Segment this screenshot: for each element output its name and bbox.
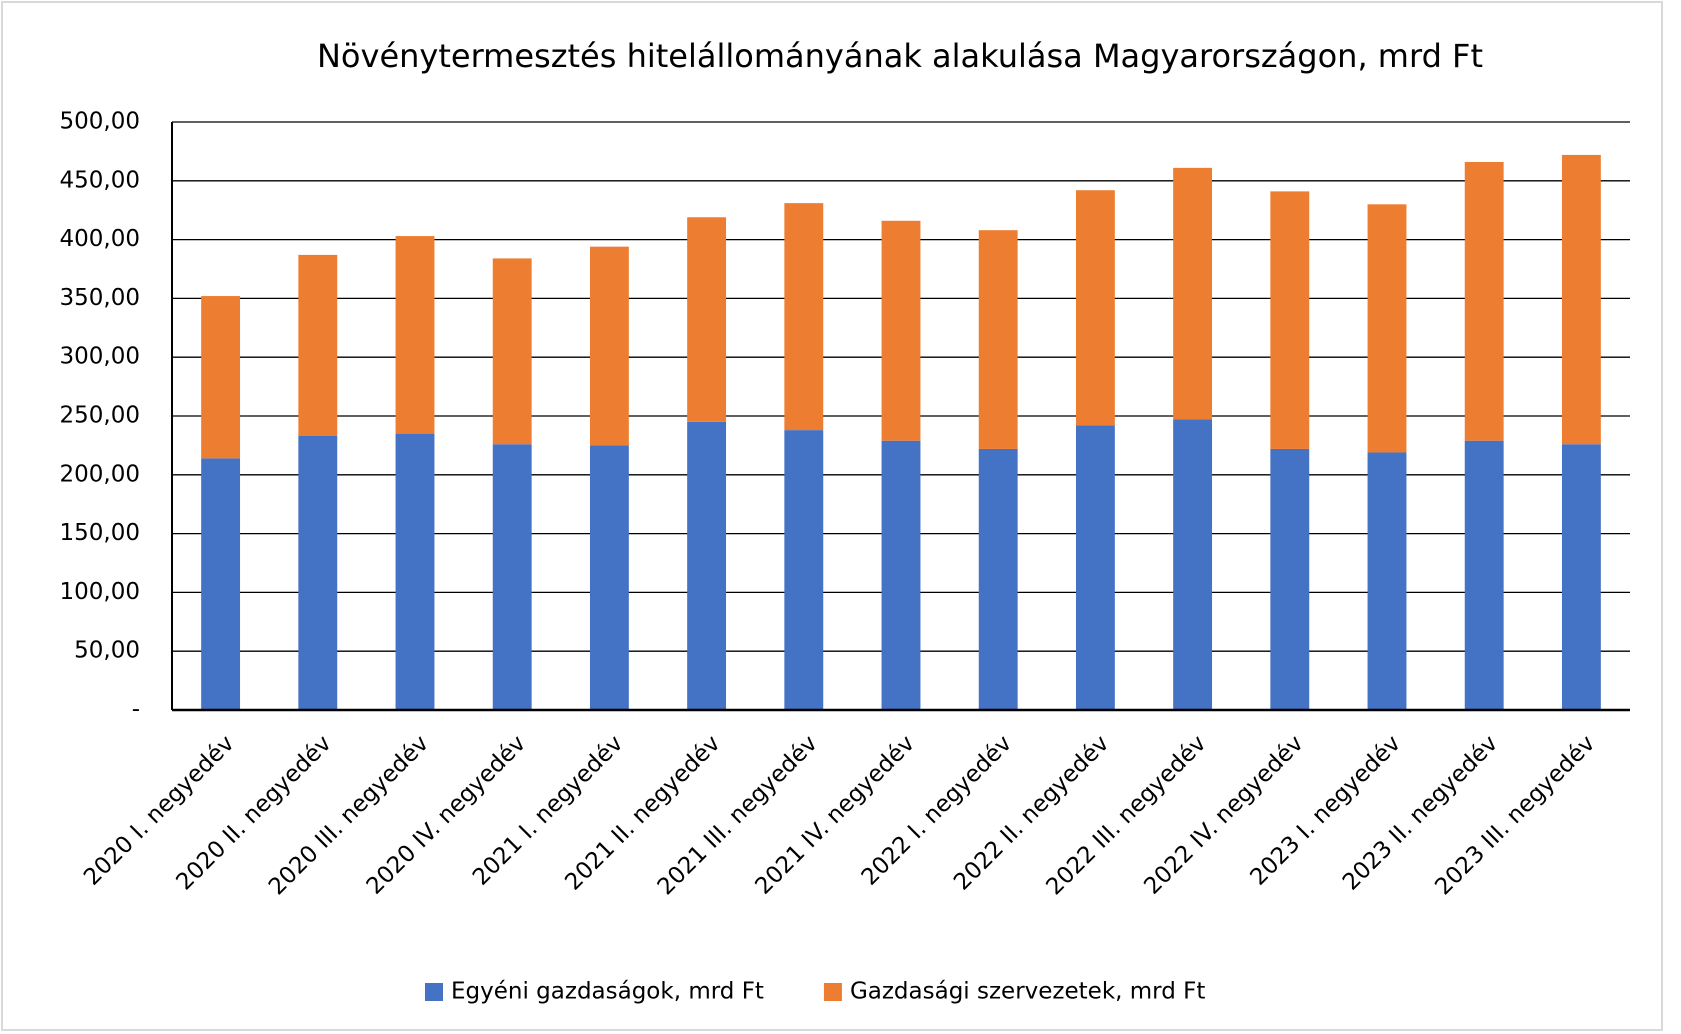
bar-segment xyxy=(298,254,338,436)
bar-segment xyxy=(1173,167,1213,420)
bar-segment xyxy=(1270,191,1310,449)
y-tick-label: 150,00 xyxy=(60,520,140,546)
legend-label: Egyéni gazdaságok, mrd Ft xyxy=(451,979,764,1005)
bar-segment xyxy=(1075,190,1115,426)
chart-title: Növénytermesztés hitelállományának alaku… xyxy=(317,37,1483,75)
y-tick-label: 450,00 xyxy=(60,167,140,193)
y-tick-label: 200,00 xyxy=(60,461,140,487)
bar-segment xyxy=(589,445,629,710)
bar-segment xyxy=(201,458,241,710)
bar-segment xyxy=(1367,452,1407,710)
bar-segment xyxy=(492,258,532,445)
y-tick-label: 500,00 xyxy=(60,109,140,135)
bar-segment xyxy=(298,435,338,710)
bar-segment xyxy=(881,220,921,441)
bar-segment xyxy=(1561,154,1601,445)
y-tick-label: 100,00 xyxy=(60,579,140,605)
bar-segment xyxy=(201,296,241,459)
y-tick-label: - xyxy=(132,697,140,723)
bar-segment xyxy=(395,236,435,434)
bar-segment xyxy=(978,230,1018,449)
y-tick-label: 300,00 xyxy=(60,344,140,370)
bar-segment xyxy=(1367,204,1407,453)
bar-segment xyxy=(492,444,532,710)
bar-segment xyxy=(589,246,629,446)
y-tick-label: 400,00 xyxy=(60,226,140,252)
legend-swatch xyxy=(823,983,842,1001)
bar-segment xyxy=(978,448,1018,710)
bar-segment xyxy=(687,421,727,710)
legend-label: Gazdasági szervezetek, mrd Ft xyxy=(850,979,1205,1005)
bar-segment xyxy=(881,440,921,710)
y-tick-label: 250,00 xyxy=(60,403,140,429)
bar-segment xyxy=(687,217,727,422)
bar-segment xyxy=(1173,419,1213,710)
bar-segment xyxy=(1075,425,1115,710)
y-tick-label: 350,00 xyxy=(60,285,140,311)
bar-segment xyxy=(1464,161,1504,441)
y-tick-label: 50,00 xyxy=(74,638,140,664)
bar-segment xyxy=(784,430,824,710)
bar-segment xyxy=(1464,440,1504,710)
bar-segment xyxy=(395,433,435,710)
legend-swatch xyxy=(425,983,443,1001)
bar-segment xyxy=(1561,444,1601,710)
bar-segment xyxy=(1270,448,1310,710)
bar-segment xyxy=(784,203,824,431)
